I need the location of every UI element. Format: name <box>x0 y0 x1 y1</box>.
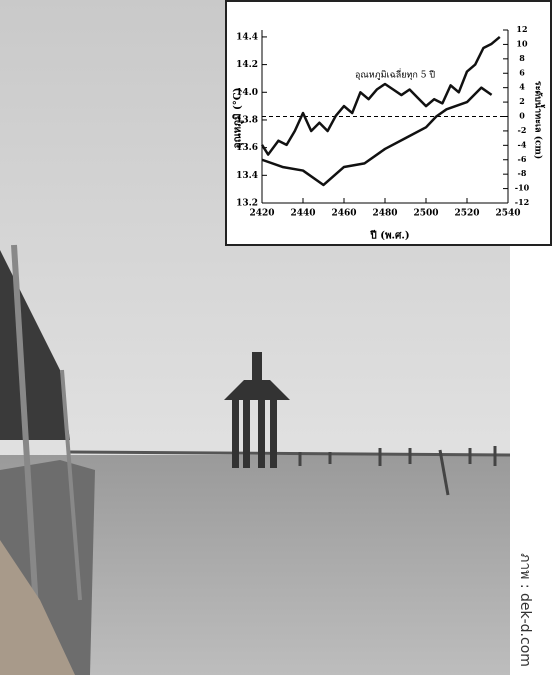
y2-tick-label: -4 <box>518 139 527 149</box>
y2-axis-label: ระดับน้ำทะเล (cm) <box>533 81 546 159</box>
y2-tick-label: 0 <box>519 111 525 121</box>
chart-panel <box>225 0 552 246</box>
y-tick-label: 13.4 <box>236 171 258 181</box>
horizon <box>69 450 511 457</box>
y2-tick-label: 6 <box>519 67 525 77</box>
y2-tick-label: -8 <box>518 168 527 178</box>
x-tick-label: 2420 <box>249 209 274 219</box>
pavilion <box>224 352 290 468</box>
annotation: อุณหภูมิเฉลี่ยทุก 5 ปี <box>355 68 435 81</box>
x-tick-label: 2440 <box>290 209 315 219</box>
boat <box>0 244 95 676</box>
y2-tick-label: -12 <box>515 197 529 207</box>
y-axis-label: อุณหภูมิ (°C) <box>232 88 245 149</box>
y2-tick-label: -10 <box>515 183 530 193</box>
x-tick-label: 2520 <box>454 209 479 219</box>
x-tick-label: 2480 <box>372 209 397 219</box>
y-tick-label: 14.0 <box>236 88 258 98</box>
y2-tick-label: 8 <box>519 53 525 63</box>
posts <box>298 446 497 496</box>
x-tick-label: 2500 <box>413 209 438 219</box>
credit: ภาพ : dek-d.com <box>517 553 533 667</box>
series-line <box>261 86 493 187</box>
y2-tick-label: 4 <box>519 82 525 92</box>
y2-tick-label: 2 <box>519 96 525 106</box>
y-tick-label: 13.8 <box>236 115 258 125</box>
y2-tick-label: -2 <box>518 125 527 135</box>
x-axis-label: ปี (พ.ศ.) <box>370 230 410 242</box>
y-tick-label: 14.4 <box>236 32 258 42</box>
x-tick-label: 2540 <box>495 209 520 219</box>
y-tick-label: 13.2 <box>236 199 258 209</box>
series-line <box>260 35 501 156</box>
y-tick-label: 14.2 <box>236 60 258 70</box>
y2-tick-label: -6 <box>518 154 527 164</box>
y2-tick-label: 12 <box>516 24 527 34</box>
x-tick-label: 2460 <box>331 209 356 219</box>
y2-tick-label: 10 <box>516 38 528 48</box>
y-tick-label: 13.6 <box>236 143 258 153</box>
